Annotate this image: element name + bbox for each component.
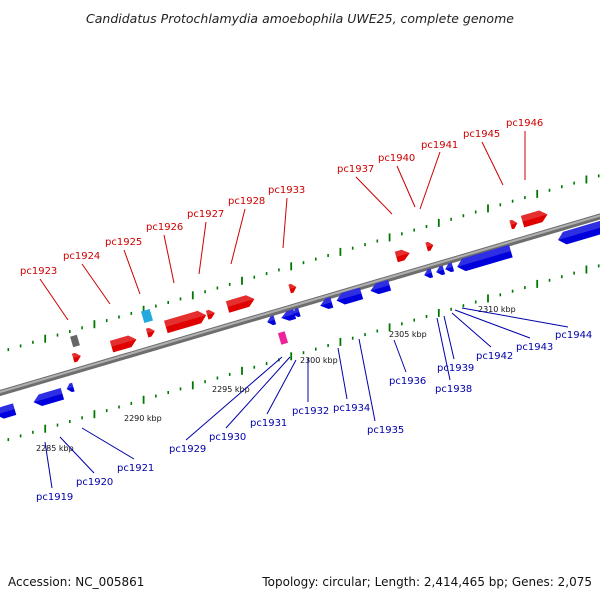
forward-gene-arrow (109, 335, 137, 353)
reverse-gene-arrow (33, 388, 65, 407)
reverse-gene-label: pc1938 (435, 384, 472, 395)
reverse-gene-arrow (281, 309, 297, 321)
scale-label: 2285 kbp (36, 444, 74, 453)
reverse-gene-label: pc1931 (250, 418, 287, 429)
reverse-gene-arrow (445, 262, 455, 273)
reverse-gene-label: pc1936 (389, 376, 426, 387)
reverse-leader-line (454, 309, 531, 339)
forward-leader-line (481, 141, 504, 186)
reverse-gene-label: pc1921 (117, 463, 154, 474)
reverse-gene-label: pc1919 (36, 492, 73, 503)
forward-gene-label: pc1933 (268, 185, 305, 196)
forward-gene-arrow (288, 283, 297, 294)
topology-label: Topology: circular; Length: 2,414,465 bp… (261, 575, 592, 589)
reverse-leader-line (443, 315, 455, 360)
reverse-gene-arrow (320, 297, 334, 309)
forward-gene-arrow (205, 309, 215, 320)
label-leader-lines (39, 131, 569, 489)
forward-gene-label: pc1940 (378, 153, 415, 164)
scale-label: 2300 kbp (300, 356, 338, 365)
forward-gene-label: pc1927 (187, 209, 224, 220)
reverse-gene-label: pc1929 (169, 444, 206, 455)
forward-gene-arrow (425, 241, 434, 252)
reverse-gene-arrow (457, 244, 513, 272)
reverse-gene-arrow (436, 265, 446, 276)
forward-leader-line (123, 249, 141, 295)
reverse-gene-label: pc1944 (555, 330, 592, 341)
forward-gene-label: pc1923 (20, 266, 57, 277)
scale-label: 2310 kbp (478, 305, 516, 314)
reverse-gene-arrow (336, 287, 364, 305)
rna-feature-cyan (140, 308, 154, 324)
genome-backbone (0, 213, 600, 397)
forward-leader-line (230, 208, 246, 265)
forward-gene-arrow (225, 295, 255, 313)
gene-labels: pc1923pc1924pc1925pc1926pc1927pc1928pc19… (20, 118, 592, 503)
forward-leader-line (81, 263, 111, 305)
forward-leader-line (419, 151, 441, 210)
forward-gene-label: pc1937 (337, 164, 374, 175)
scale-label: 2295 kbp (212, 385, 250, 394)
top-tick-track (7, 174, 600, 352)
reverse-leader-line (81, 427, 135, 460)
forward-gene-label: pc1924 (63, 251, 100, 262)
reverse-leader-line (266, 359, 297, 415)
forward-gene-arrow (394, 249, 410, 263)
forward-leader-line (355, 176, 393, 215)
bottom-tick-track (7, 264, 600, 442)
reverse-leader-line (337, 347, 348, 400)
reverse-gene-label: pc1939 (437, 363, 474, 374)
reverse-gene-label: pc1943 (516, 342, 553, 353)
accession-label: Accession: NC_005861 (8, 575, 144, 589)
reverse-leader-line (461, 307, 569, 328)
reverse-leader-line (225, 356, 291, 429)
scale-labels: 2285 kbp 2290 kbp 2295 kbp 2300 kbp 2305 kbp… (36, 305, 516, 453)
forward-gene-label: pc1945 (463, 129, 500, 140)
map-title: Candidatus Protochlamydia amoebophila UW… (86, 11, 514, 26)
reverse-gene-arrow (292, 307, 301, 318)
reverse-leader-line (44, 441, 53, 489)
gene-features (0, 210, 600, 419)
reverse-leader-line (358, 338, 376, 422)
reverse-gene-label: pc1942 (476, 351, 513, 362)
reverse-leader-line (436, 317, 451, 381)
forward-gene-arrow (71, 352, 81, 363)
reverse-gene-arrow (267, 315, 277, 326)
reverse-gene-label: pc1935 (367, 425, 404, 436)
forward-leader-line (396, 165, 416, 208)
forward-gene-label: pc1928 (228, 196, 265, 207)
forward-gene-arrow (164, 310, 207, 334)
scale-label: 2305 kbp (389, 330, 427, 339)
forward-gene-label: pc1925 (105, 237, 142, 248)
forward-gene-label: pc1941 (421, 140, 458, 151)
forward-leader-line (282, 197, 288, 249)
reverse-gene-arrow (0, 403, 17, 419)
forward-leader-line (198, 221, 207, 275)
forward-gene-arrow (509, 219, 518, 230)
reverse-leader-line (393, 339, 407, 373)
scale-label: 2290 kbp (124, 414, 162, 423)
reverse-gene-label: pc1934 (333, 403, 370, 414)
rna-feature-gray (70, 334, 80, 348)
reverse-gene-label: pc1920 (76, 477, 113, 488)
reverse-leader-line (185, 356, 283, 441)
rna-feature-magenta (277, 331, 289, 345)
reverse-leader-line (451, 312, 492, 348)
reverse-gene-arrow (424, 268, 434, 279)
reverse-gene-label: pc1932 (292, 406, 329, 417)
forward-leader-line (163, 234, 175, 284)
forward-gene-label: pc1946 (506, 118, 543, 129)
reverse-leader-line (59, 436, 95, 474)
forward-leader-line (39, 278, 69, 321)
reverse-gene-label: pc1930 (209, 432, 246, 443)
reverse-gene-arrow (558, 219, 600, 245)
forward-gene-label: pc1926 (146, 222, 183, 233)
forward-gene-arrow (145, 327, 155, 338)
reverse-gene-arrow (66, 382, 75, 393)
reverse-gene-arrow (370, 279, 392, 295)
forward-gene-arrow (520, 210, 548, 228)
